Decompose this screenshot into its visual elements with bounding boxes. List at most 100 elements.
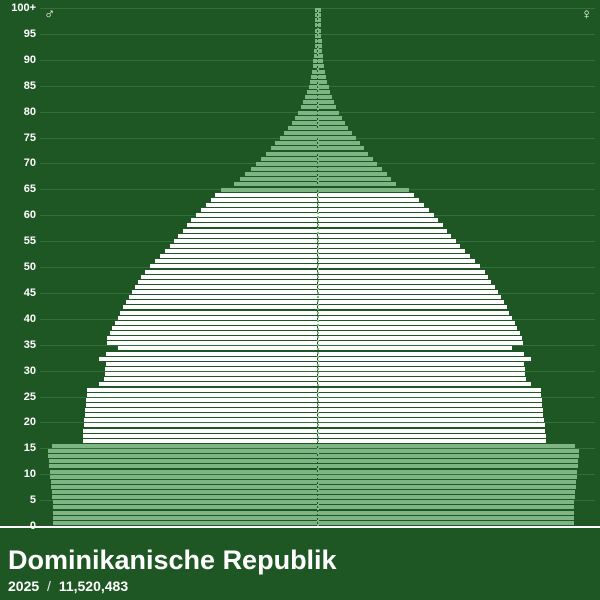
- female-bar: [318, 264, 480, 268]
- male-bar: [132, 290, 318, 294]
- male-bar: [107, 336, 317, 340]
- female-bar: [318, 126, 349, 130]
- male-bar: [165, 249, 318, 253]
- female-bar: [318, 444, 576, 448]
- male-bar: [295, 116, 317, 120]
- male-bar: [48, 449, 318, 453]
- male-bar: [298, 111, 317, 115]
- female-bar: [318, 193, 415, 197]
- female-bar: [318, 167, 382, 171]
- female-bar: [318, 188, 409, 192]
- female-bar: [318, 239, 456, 243]
- male-bar: [251, 167, 318, 171]
- y-tick-label: 15: [2, 442, 36, 454]
- female-bar: [318, 454, 579, 458]
- female-bar: [318, 111, 339, 115]
- male-bar: [107, 341, 318, 345]
- male-bar: [123, 305, 317, 309]
- male-bar: [288, 126, 318, 130]
- female-bar: [318, 157, 373, 161]
- male-bar: [50, 475, 317, 479]
- male-bar: [99, 357, 318, 361]
- y-tick-label: 75: [2, 132, 36, 144]
- female-bar: [318, 100, 335, 104]
- chart-title: Dominikanische Republik: [8, 545, 600, 576]
- male-bar: [49, 464, 317, 468]
- female-bar: [318, 213, 434, 217]
- male-bar: [256, 162, 318, 166]
- female-bar: [318, 105, 337, 109]
- female-bar: [318, 341, 523, 345]
- female-bar: [318, 511, 575, 515]
- female-bar: [318, 259, 475, 263]
- female-bar: [318, 208, 429, 212]
- male-bar: [99, 382, 318, 386]
- female-bar: [318, 172, 387, 176]
- male-icon: ♂: [44, 6, 55, 23]
- female-bar: [318, 85, 329, 89]
- population-total: 11,520,483: [59, 578, 128, 594]
- female-bar: [318, 362, 525, 366]
- male-bar: [126, 300, 318, 304]
- male-bar: [284, 131, 318, 135]
- x-axis-baseline: [0, 526, 600, 528]
- male-bar: [86, 403, 318, 407]
- chart-subtitle: 2025 / 11,520,483: [8, 578, 600, 594]
- male-bar: [106, 352, 317, 356]
- female-bar: [318, 408, 543, 412]
- y-tick-label: 70: [2, 157, 36, 169]
- male-bar: [53, 505, 318, 509]
- female-bar: [318, 500, 575, 504]
- y-tick-label: 60: [2, 209, 36, 221]
- female-bar: [318, 485, 576, 489]
- female-bar: [318, 90, 331, 94]
- female-bar: [318, 300, 504, 304]
- female-bar: [318, 218, 439, 222]
- female-bar: [318, 275, 489, 279]
- female-bar: [318, 490, 576, 494]
- female-bar: [318, 372, 526, 376]
- female-bar: [318, 75, 327, 79]
- female-bar: [318, 418, 545, 422]
- female-bar: [318, 70, 326, 74]
- y-tick-label: 35: [2, 339, 36, 351]
- female-bar: [318, 254, 470, 258]
- female-bar: [318, 377, 526, 381]
- female-bar: [318, 336, 523, 340]
- female-bar: [318, 146, 364, 150]
- male-bar: [52, 444, 318, 448]
- male-bar: [118, 316, 318, 320]
- female-bar: [318, 326, 518, 330]
- female-bar: [318, 198, 420, 202]
- female-bar: [318, 121, 345, 125]
- female-bar: [318, 116, 342, 120]
- chart-footer: Dominikanische Republik 2025 / 11,520,48…: [8, 545, 600, 594]
- female-bar: [318, 516, 575, 520]
- male-bar: [53, 500, 318, 504]
- male-bar: [245, 172, 317, 176]
- male-bar: [83, 439, 318, 443]
- y-tick-label: 95: [2, 28, 36, 40]
- male-bar: [104, 377, 317, 381]
- male-bar: [53, 511, 318, 515]
- population-pyramid-chart: [40, 8, 595, 526]
- male-bar: [85, 413, 318, 417]
- female-bar: [318, 470, 578, 474]
- female-bar: [318, 95, 333, 99]
- male-bar: [83, 429, 317, 433]
- female-bar: [318, 521, 575, 525]
- male-bar: [86, 398, 317, 402]
- y-tick-label: 30: [2, 365, 36, 377]
- female-bar: [318, 495, 575, 499]
- female-bar: [318, 244, 461, 248]
- female-bar: [318, 162, 377, 166]
- male-bar: [206, 203, 318, 207]
- male-bar: [52, 490, 318, 494]
- female-bar: [318, 413, 544, 417]
- male-bar: [85, 408, 317, 412]
- female-bar: [318, 321, 515, 325]
- female-bar: [318, 229, 448, 233]
- male-bar: [84, 423, 318, 427]
- male-bar: [271, 146, 318, 150]
- y-tick-label: 5: [2, 494, 36, 506]
